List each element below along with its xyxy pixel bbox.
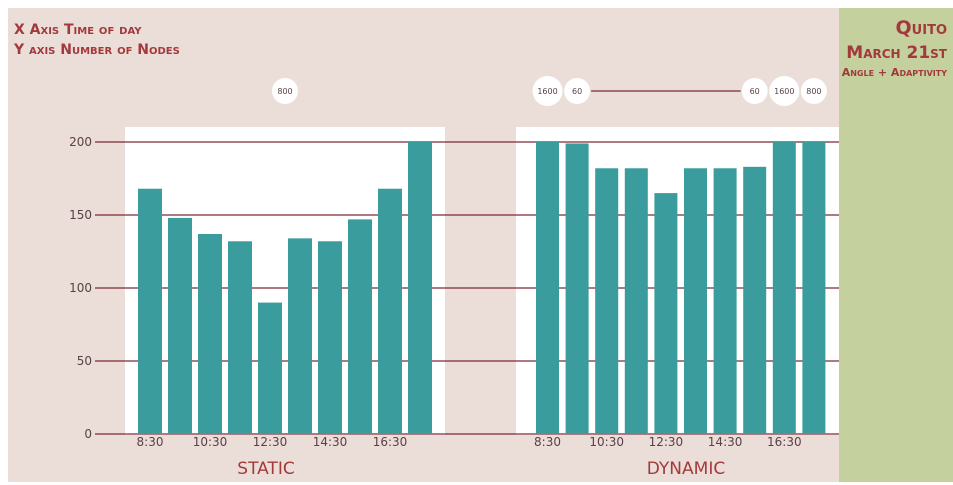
x-tick-label: 14:30 [708, 435, 743, 449]
bar [408, 142, 432, 434]
bar [713, 168, 737, 434]
annotations: 800 1600 60 60 1600 800 [272, 76, 827, 106]
bar [536, 142, 559, 434]
static-panel-label: STATIC [237, 459, 294, 479]
bar [772, 142, 796, 434]
bar [198, 233, 222, 434]
bar [138, 188, 162, 434]
y-tick-label: 0 [84, 427, 92, 441]
x-tick-label: 12:30 [253, 435, 288, 449]
y-tick-label: 150 [69, 208, 92, 222]
x-tick-label: 14:30 [313, 435, 348, 449]
annotation-label: 60 [572, 87, 582, 96]
x-tick-label: 10:30 [193, 435, 228, 449]
bar [743, 166, 767, 434]
bar [348, 219, 372, 434]
annotation-bubble [769, 76, 800, 106]
bars [138, 142, 826, 434]
bar [168, 217, 192, 434]
annotation-label: 800 [277, 87, 292, 96]
y-tick-label: 200 [69, 135, 92, 149]
x-tick-label: 8:30 [534, 435, 561, 449]
x-tick-label: 10:30 [589, 435, 624, 449]
dynamic-panel-label: DYNAMIC [647, 459, 725, 479]
bar [802, 142, 826, 434]
annotation-bubble [532, 76, 563, 106]
annotation-bubble [741, 78, 768, 104]
x-tick-label: 12:30 [649, 435, 684, 449]
annotation-label: 1600 [774, 87, 794, 96]
x-tick-label: 16:30 [373, 435, 408, 449]
annotation-label: 800 [806, 87, 821, 96]
x-axis-ticks: 8:30 10:30 12:30 14:30 16:30 8:30 10:30 12:30 14… [137, 435, 802, 449]
bar [624, 168, 648, 434]
bar [378, 188, 402, 434]
bar [228, 241, 252, 434]
annotation-bubble [800, 78, 827, 104]
legend-date: March 21st [846, 43, 948, 63]
bar [318, 241, 342, 434]
side-panel [839, 8, 953, 482]
annotation-label: 60 [750, 87, 760, 96]
annotation-bubble [272, 78, 298, 104]
legend-city: Quito [896, 17, 947, 39]
legend-caption: Angle + Adaptivity [842, 66, 947, 79]
annotation-bubble [564, 78, 591, 104]
bar [565, 143, 589, 434]
bar [258, 302, 282, 434]
bar [288, 238, 312, 434]
bar [684, 168, 707, 434]
y-tick-label: 100 [69, 281, 92, 295]
x-axis-note: X Axis Time of day [14, 22, 142, 38]
bar [595, 168, 619, 434]
x-tick-label: 8:30 [137, 435, 164, 449]
x-tick-label: 16:30 [767, 435, 802, 449]
annotation-label: 1600 [537, 87, 557, 96]
bar [654, 193, 678, 434]
y-axis-ticks: 0 50 100 150 200 [69, 135, 92, 441]
y-axis-note: Y axis Number of Nodes [13, 42, 180, 58]
y-tick-label: 50 [77, 354, 92, 368]
